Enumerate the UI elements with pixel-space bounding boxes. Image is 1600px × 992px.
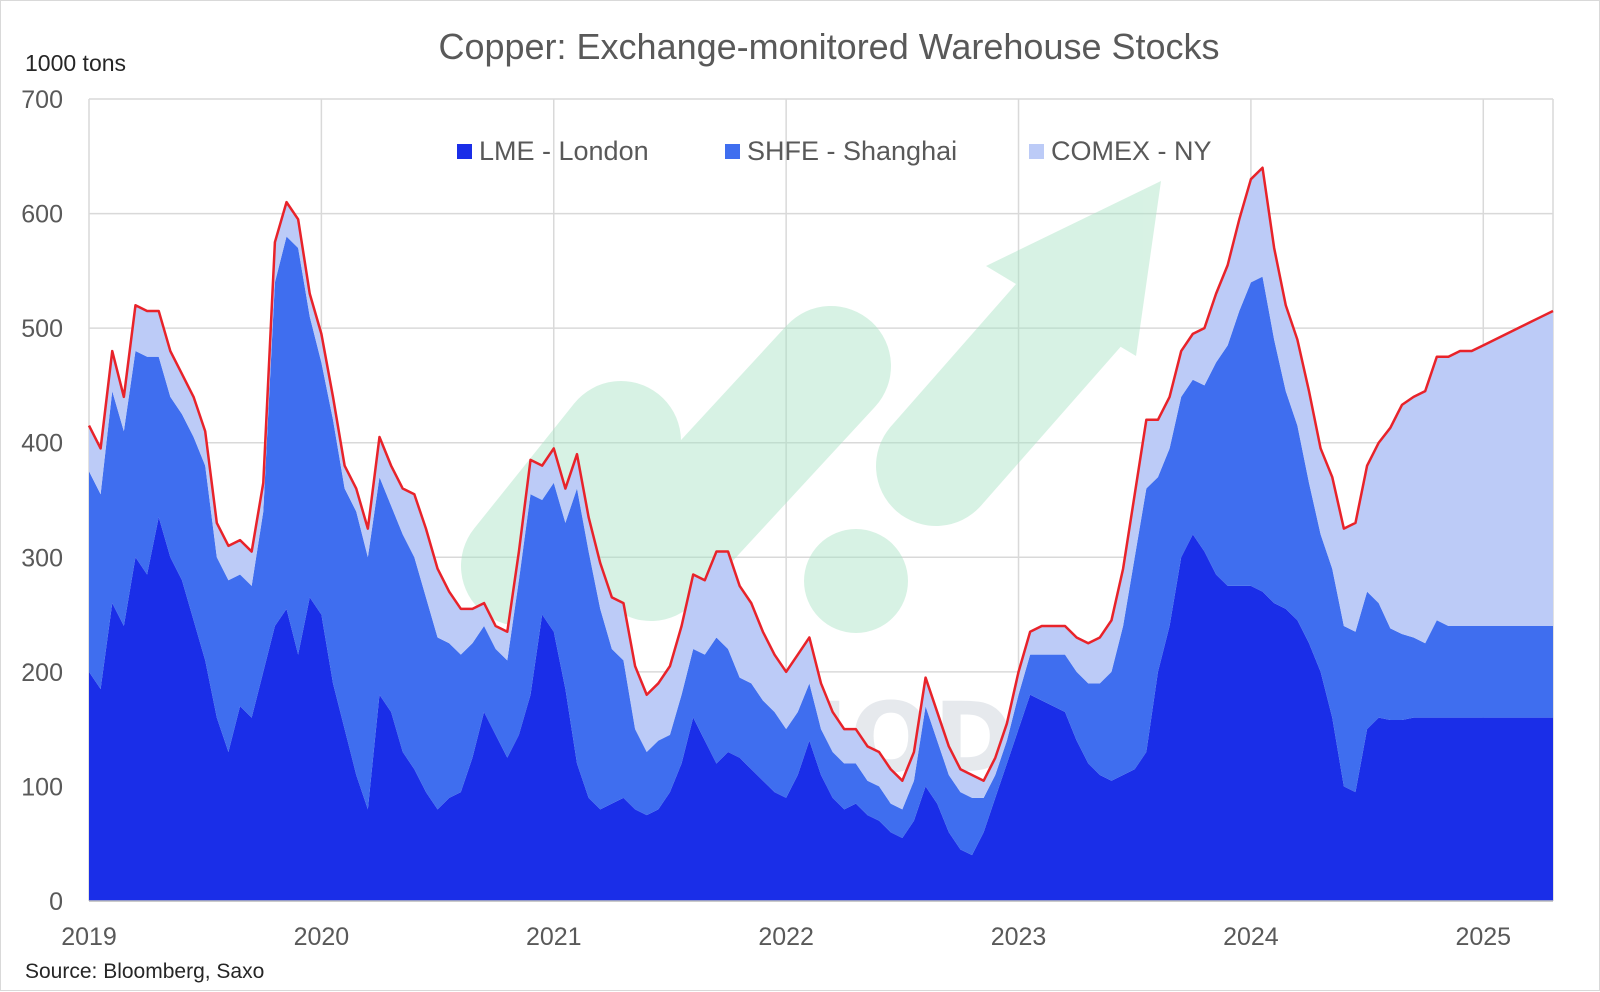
legend-swatch <box>725 144 740 159</box>
legend-label: COMEX - NY <box>1051 136 1212 166</box>
y-tick-label: 0 <box>49 888 63 916</box>
legend-swatch <box>1029 144 1044 159</box>
y-tick-label: 300 <box>21 544 63 572</box>
y-tick-label: 500 <box>21 315 63 343</box>
y-tick-label: 700 <box>21 86 63 114</box>
y-tick-label: 400 <box>21 430 63 458</box>
y-tick-label: 100 <box>21 773 63 801</box>
legend-swatch <box>457 144 472 159</box>
stacked-areas <box>89 167 1553 901</box>
chart-title: Copper: Exchange-monitored Warehouse Sto… <box>438 26 1219 67</box>
x-tick-label: 2024 <box>1223 923 1279 951</box>
legend: LME - London SHFE - Shanghai COMEX - NY <box>457 136 1212 166</box>
x-tick-label: 2025 <box>1455 923 1511 951</box>
x-tick-label: 2020 <box>294 923 350 951</box>
x-tick-label: 2019 <box>61 923 117 951</box>
legend-item: LME - London <box>457 136 649 166</box>
y-axis: 0 100 200 300 400 500 600 700 <box>21 86 63 916</box>
watermark-arrow-icon <box>461 181 1161 633</box>
legend-label: SHFE - Shanghai <box>747 136 957 166</box>
area-lme-london <box>89 517 1553 901</box>
x-tick-label: 2022 <box>758 923 814 951</box>
area-shfe-shanghai <box>89 236 1553 856</box>
source-note: Source: Bloomberg, Saxo <box>25 960 264 983</box>
legend-label: LME - London <box>479 136 649 166</box>
x-axis: 2019 2020 2021 2022 2023 2024 2025 <box>61 923 1511 951</box>
total-line <box>87 166 1554 902</box>
area-comex-ny <box>89 167 1553 810</box>
y-unit-label: 1000 tons <box>25 50 126 76</box>
x-tick-label: 2021 <box>526 923 582 951</box>
y-tick-label: 600 <box>21 201 63 229</box>
legend-item: SHFE - Shanghai <box>725 136 957 166</box>
legend-item: COMEX - NY <box>1029 136 1212 166</box>
x-tick-label: 2023 <box>991 923 1047 951</box>
total-stock-line <box>87 166 1554 782</box>
y-tick-label: 200 <box>21 659 63 687</box>
